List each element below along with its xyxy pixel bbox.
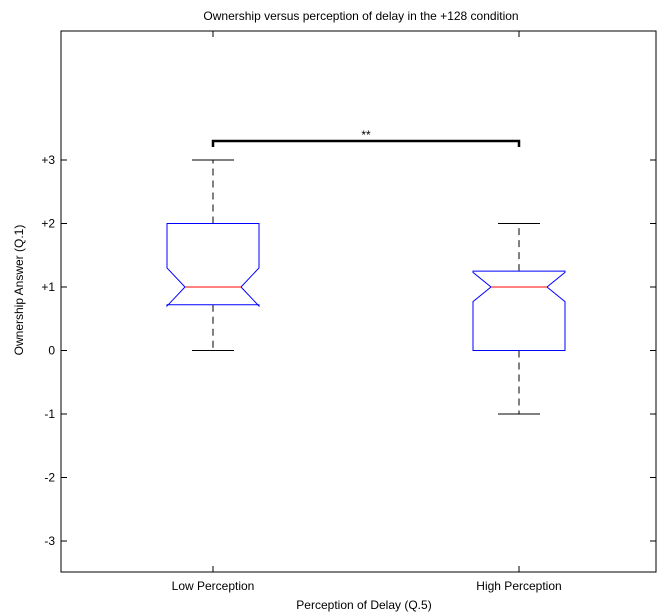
- y-tick-label: +3: [41, 153, 55, 167]
- notched-box: [472, 270, 566, 351]
- y-tick-label: -2: [44, 471, 55, 485]
- x-axis: Low Perception High Perception: [172, 31, 562, 593]
- y-axis-label: Ownership Answer (Q.1): [12, 225, 26, 356]
- y-tick-label: 0: [48, 344, 55, 358]
- plot-area: [60, 30, 657, 573]
- significance-layer: **: [211, 128, 521, 147]
- y-tick-label: +2: [41, 217, 55, 231]
- y-tick-label: +1: [41, 280, 55, 294]
- significance-bracket: [211, 139, 521, 147]
- x-axis-label: Perception of Delay (Q.5): [296, 598, 431, 612]
- y-tick-label: -1: [44, 407, 55, 421]
- notched-box: [166, 223, 260, 308]
- y-tick-label: -3: [44, 534, 55, 548]
- y-axis: +3 +2 +1 0 -1 -2 -3: [41, 153, 656, 548]
- x-tick-label: Low Perception: [172, 579, 255, 593]
- x-tick-label: High Perception: [476, 579, 561, 593]
- box-low-perception: [166, 159, 260, 351]
- boxes-layer: [166, 159, 566, 415]
- significance-label: **: [361, 128, 371, 142]
- chart-title: Ownership versus perception of delay in …: [203, 9, 518, 23]
- box-high-perception: [472, 223, 566, 415]
